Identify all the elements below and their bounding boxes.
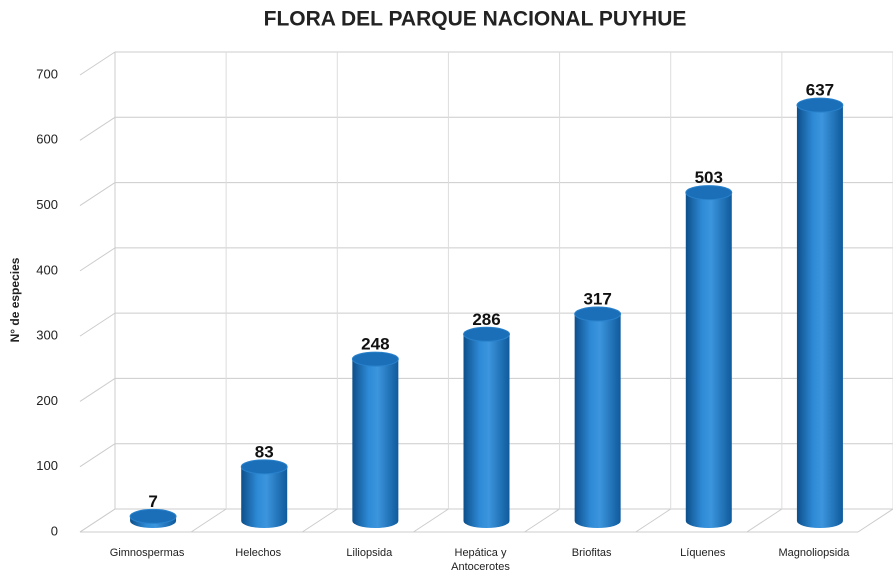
grid-line [79, 182, 116, 206]
bar [796, 97, 844, 528]
x-tick-label: Hepática y Antocerotes [451, 547, 510, 573]
bar-body [796, 105, 843, 528]
x-tick-label: Briofitas [571, 547, 612, 559]
x-tick-label: Magnoliopsida [778, 547, 850, 559]
grid-line [79, 116, 116, 141]
bar-cap [796, 97, 844, 113]
grid-line [79, 247, 116, 272]
bar-cap [240, 459, 288, 475]
floor-line [857, 508, 893, 533]
bar-body [463, 334, 510, 528]
y-tick-label: 600 [36, 132, 58, 147]
y-axis-label: N° de especies [8, 257, 22, 342]
chart-title: FLORA DEL PARQUE NACIONAL PUYHUE [264, 8, 687, 31]
floor-line [190, 508, 227, 533]
y-tick-label: 200 [36, 393, 58, 408]
data-label: 83 [255, 442, 274, 461]
y-tick-label: 700 [36, 66, 58, 81]
data-label: 7 [148, 492, 157, 511]
data-label: 286 [472, 310, 500, 329]
floor-line [79, 508, 116, 533]
bar-body [241, 466, 288, 528]
bar-body [352, 359, 399, 528]
bar-cap [685, 185, 733, 201]
grid-line [79, 51, 116, 76]
bar-body [574, 314, 621, 528]
bar [685, 185, 733, 528]
x-tick-label: Líquenes [680, 547, 726, 559]
bar [240, 459, 288, 528]
bar [574, 306, 622, 528]
bar-cap [574, 306, 622, 322]
floor-line [302, 508, 338, 533]
bar-cap [129, 508, 177, 524]
floor-line [746, 508, 783, 533]
data-label: 637 [806, 81, 834, 100]
y-tick-label: 500 [36, 197, 58, 212]
bar-cap [351, 351, 399, 367]
data-label: 317 [583, 290, 611, 309]
grid-line [79, 312, 116, 337]
bar [463, 326, 510, 528]
floor-line [413, 508, 449, 533]
grid-line [79, 443, 116, 468]
bar [351, 351, 399, 528]
bar-cap [463, 326, 510, 342]
floor-line [524, 508, 560, 533]
y-tick-label: 300 [36, 328, 58, 343]
bar [129, 508, 177, 528]
x-tick-label: Liliopsida [346, 547, 393, 559]
y-tick-label: 400 [36, 262, 58, 277]
y-tick-label: 100 [36, 458, 58, 473]
bar-body [685, 192, 732, 528]
data-label: 248 [361, 335, 389, 354]
x-tick-label: Gimnospermas [109, 547, 185, 559]
grid-line [79, 378, 116, 402]
y-tick-label: 0 [51, 523, 58, 538]
data-label: 503 [695, 168, 723, 187]
x-tick-label: Helechos [235, 547, 282, 559]
floor-line [635, 508, 671, 533]
